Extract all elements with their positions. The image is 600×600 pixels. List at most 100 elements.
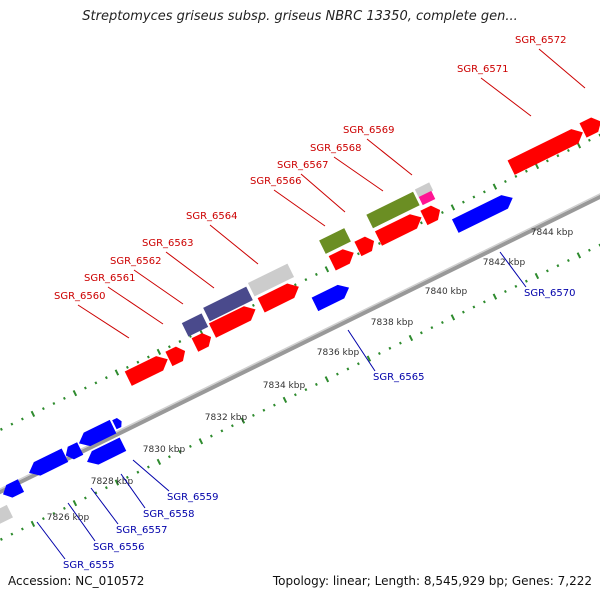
scale-tick-label: 7832 kbp — [205, 413, 248, 423]
gene-arrow-sgr-6569b — [374, 214, 422, 246]
track-dot — [556, 154, 560, 158]
scale-tick-label: 7830 kbp — [143, 445, 186, 455]
track-dot — [514, 174, 518, 178]
track-dot — [430, 326, 434, 330]
track-dot — [72, 390, 78, 397]
gene-label-forward: SGR_6560 — [54, 291, 106, 302]
gene-label-forward: SGR_6569 — [343, 125, 395, 136]
track-dot — [304, 388, 308, 392]
track-dot — [419, 221, 423, 225]
track-dot — [20, 527, 24, 531]
track-dot — [482, 300, 486, 304]
track-dot — [482, 190, 486, 194]
gene-leader-line — [333, 156, 384, 192]
gene-leader-line — [133, 269, 184, 305]
gene-leader-line — [165, 251, 215, 289]
gene-leader-line — [107, 286, 164, 325]
track-dot — [324, 376, 330, 383]
gene-arrow-sgr-6568b — [354, 236, 375, 257]
gene-leader-line — [347, 329, 376, 372]
gene-arrow-small-blue — [112, 417, 122, 430]
gene-arrow-sgr-6570b — [420, 205, 441, 226]
gene-arrow-sgr-6556 — [29, 448, 69, 476]
track-dot — [587, 138, 591, 142]
gene-leader-line — [480, 77, 532, 117]
track-dot — [534, 272, 540, 280]
gene-arrow-sgr-6555 — [3, 479, 25, 498]
track-dot — [10, 422, 14, 426]
track-dot — [356, 252, 360, 256]
map-title: Streptomyces griseus subsp. griseus NBRC… — [82, 9, 518, 24]
track-dot — [566, 259, 570, 263]
scale-tick-label: 7838 kbp — [371, 318, 414, 328]
scale-tick-label: 7826 kbp — [47, 513, 90, 523]
track-dot — [524, 279, 528, 283]
track-dot — [566, 149, 570, 153]
track-dot — [0, 537, 3, 541]
scale-tick-label: 7844 kbp — [531, 228, 574, 238]
gene-arrow-sgr-6567 — [319, 228, 351, 254]
gene-label-reverse: SGR_6558 — [143, 509, 195, 520]
gene-arrow-sgr-6563 — [203, 286, 253, 322]
track-dot — [52, 511, 56, 516]
track-dot — [156, 458, 162, 466]
track-dot — [419, 331, 423, 335]
track-dot — [114, 479, 120, 486]
scale-tick-label: 7836 kbp — [317, 348, 360, 358]
gene-label-forward: SGR_6568 — [310, 143, 362, 154]
gene-arrow-sgr-6559 — [87, 437, 127, 465]
gene-arrow-sgr-6570 — [451, 195, 513, 233]
track-dot — [178, 340, 182, 344]
gene-arrow-sgr-6566 — [257, 283, 299, 313]
track-dot — [377, 241, 381, 245]
track-dot — [10, 532, 14, 536]
gene-arrow-sgr-6562 — [181, 313, 209, 337]
track-dot — [293, 283, 297, 287]
gene-label-reverse: SGR_6565 — [373, 372, 425, 383]
track-dot — [366, 355, 372, 362]
topology-summary: Topology: linear; Length: 8,545,929 bp; … — [272, 574, 592, 588]
gene-arrow-sgr-6562b — [191, 333, 212, 352]
track-dot — [282, 396, 288, 404]
gene-label-forward: SGR_6563 — [142, 238, 194, 249]
track-dot — [440, 210, 444, 215]
gene-label-reverse: SGR_6556 — [93, 542, 145, 553]
track-dot — [62, 506, 66, 510]
gene-label-forward: SGR_6564 — [186, 211, 238, 222]
reverse-outer-track — [0, 243, 600, 541]
track-dot — [62, 396, 66, 400]
scale-tick-label: 7828 kbp — [91, 477, 134, 487]
track-dot — [240, 417, 246, 424]
track-dot — [398, 341, 402, 345]
track-dot — [492, 293, 498, 300]
track-dot — [146, 355, 150, 359]
gene-arrow-sgr-6560 — [124, 356, 168, 386]
track-dot — [587, 248, 591, 252]
track-dot — [198, 438, 204, 445]
genome-backbone — [0, 194, 600, 495]
track-dot — [72, 500, 78, 507]
gene-leader-line — [538, 48, 586, 89]
track-dot — [178, 450, 182, 454]
track-dot — [104, 376, 108, 380]
track-dot — [262, 408, 266, 412]
track-dot — [545, 159, 549, 163]
track-dot — [461, 310, 465, 314]
gene-arrow-sgr-6564 — [208, 306, 256, 338]
gene-arrow-sgr-6572 — [579, 117, 600, 138]
track-dot — [251, 413, 255, 417]
track-dot — [0, 427, 3, 431]
gene-arrow-gray-2 — [414, 182, 434, 198]
track-dot — [293, 393, 297, 397]
track-dot — [20, 417, 24, 421]
gene-label-reverse: SGR_6559 — [167, 492, 219, 503]
track-dot — [356, 362, 360, 366]
track-dot — [156, 348, 162, 356]
track-dot — [230, 424, 234, 428]
track-dot — [408, 334, 414, 342]
scale-tick-label: 7840 kbp — [425, 287, 468, 297]
track-dot — [30, 520, 36, 527]
gene-leader-line — [273, 189, 326, 227]
track-dot — [472, 305, 476, 309]
